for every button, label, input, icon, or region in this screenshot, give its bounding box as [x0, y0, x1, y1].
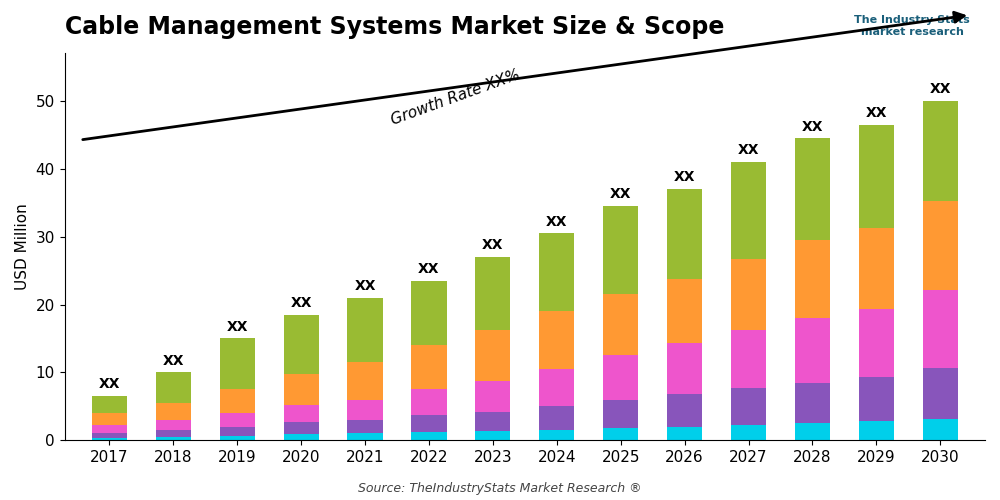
Bar — [667, 394, 702, 426]
Bar — [795, 318, 830, 382]
Text: Cable Management Systems Market Size & Scope: Cable Management Systems Market Size & S… — [65, 15, 724, 39]
Bar — [731, 259, 766, 330]
Bar — [411, 346, 447, 390]
Bar — [284, 314, 319, 374]
Bar — [156, 430, 191, 437]
Bar — [475, 257, 510, 330]
Bar — [92, 424, 127, 433]
Bar — [603, 294, 638, 356]
Text: XX: XX — [226, 320, 248, 334]
Bar — [347, 298, 383, 362]
Text: XX: XX — [930, 82, 951, 96]
Bar — [731, 426, 766, 440]
Text: XX: XX — [674, 170, 695, 184]
Text: XX: XX — [546, 214, 568, 228]
Bar — [92, 433, 127, 438]
Bar — [603, 428, 638, 440]
Bar — [475, 412, 510, 431]
Bar — [667, 189, 702, 279]
Bar — [603, 400, 638, 428]
Text: XX: XX — [738, 144, 759, 158]
Bar — [475, 431, 510, 440]
Bar — [731, 162, 766, 259]
Text: XX: XX — [482, 238, 504, 252]
Bar — [475, 330, 510, 381]
Bar — [923, 202, 958, 290]
Text: Growth Rate XX%: Growth Rate XX% — [388, 67, 522, 128]
Bar — [156, 420, 191, 430]
Bar — [347, 362, 383, 400]
Bar — [603, 206, 638, 294]
Bar — [411, 415, 447, 432]
Text: XX: XX — [610, 188, 631, 202]
Text: XX: XX — [866, 106, 887, 120]
Bar — [859, 124, 894, 228]
Bar — [284, 422, 319, 434]
Text: XX: XX — [99, 378, 120, 392]
Bar — [923, 418, 958, 440]
Bar — [220, 426, 255, 436]
Bar — [220, 413, 255, 426]
Bar — [411, 390, 447, 415]
Bar — [284, 405, 319, 422]
Bar — [859, 377, 894, 422]
Text: XX: XX — [802, 120, 823, 134]
Bar — [411, 432, 447, 440]
Bar — [220, 338, 255, 390]
Text: XX: XX — [163, 354, 184, 368]
Bar — [731, 388, 766, 426]
Bar — [923, 368, 958, 418]
Bar — [347, 420, 383, 434]
Bar — [667, 279, 702, 343]
Text: XX: XX — [290, 296, 312, 310]
Bar — [411, 281, 447, 345]
Bar — [539, 406, 574, 430]
Bar — [475, 381, 510, 412]
Bar — [667, 426, 702, 440]
Bar — [92, 438, 127, 440]
Bar — [156, 403, 191, 420]
Bar — [92, 413, 127, 424]
Bar — [731, 330, 766, 388]
Bar — [795, 424, 830, 440]
Bar — [539, 312, 574, 369]
Bar — [347, 400, 383, 420]
Bar — [795, 382, 830, 424]
Y-axis label: USD Million: USD Million — [15, 204, 30, 290]
Bar — [859, 310, 894, 377]
Bar — [539, 234, 574, 312]
Bar — [667, 343, 702, 394]
Bar — [539, 430, 574, 440]
Bar — [284, 434, 319, 440]
Bar — [156, 372, 191, 403]
Bar — [539, 369, 574, 406]
Bar — [923, 290, 958, 368]
Bar — [92, 396, 127, 413]
Text: XX: XX — [354, 279, 376, 293]
Bar — [220, 390, 255, 413]
Text: Source: TheIndustryStats Market Research ®: Source: TheIndustryStats Market Research… — [358, 482, 642, 495]
Bar — [284, 374, 319, 405]
Bar — [795, 240, 830, 318]
Bar — [795, 138, 830, 240]
Bar — [156, 437, 191, 440]
Text: XX: XX — [418, 262, 440, 276]
Bar — [859, 228, 894, 310]
Text: The Industry Stats
market research: The Industry Stats market research — [854, 15, 970, 36]
Bar — [923, 101, 958, 202]
Bar — [220, 436, 255, 440]
Bar — [603, 356, 638, 400]
Bar — [347, 434, 383, 440]
Bar — [859, 422, 894, 440]
